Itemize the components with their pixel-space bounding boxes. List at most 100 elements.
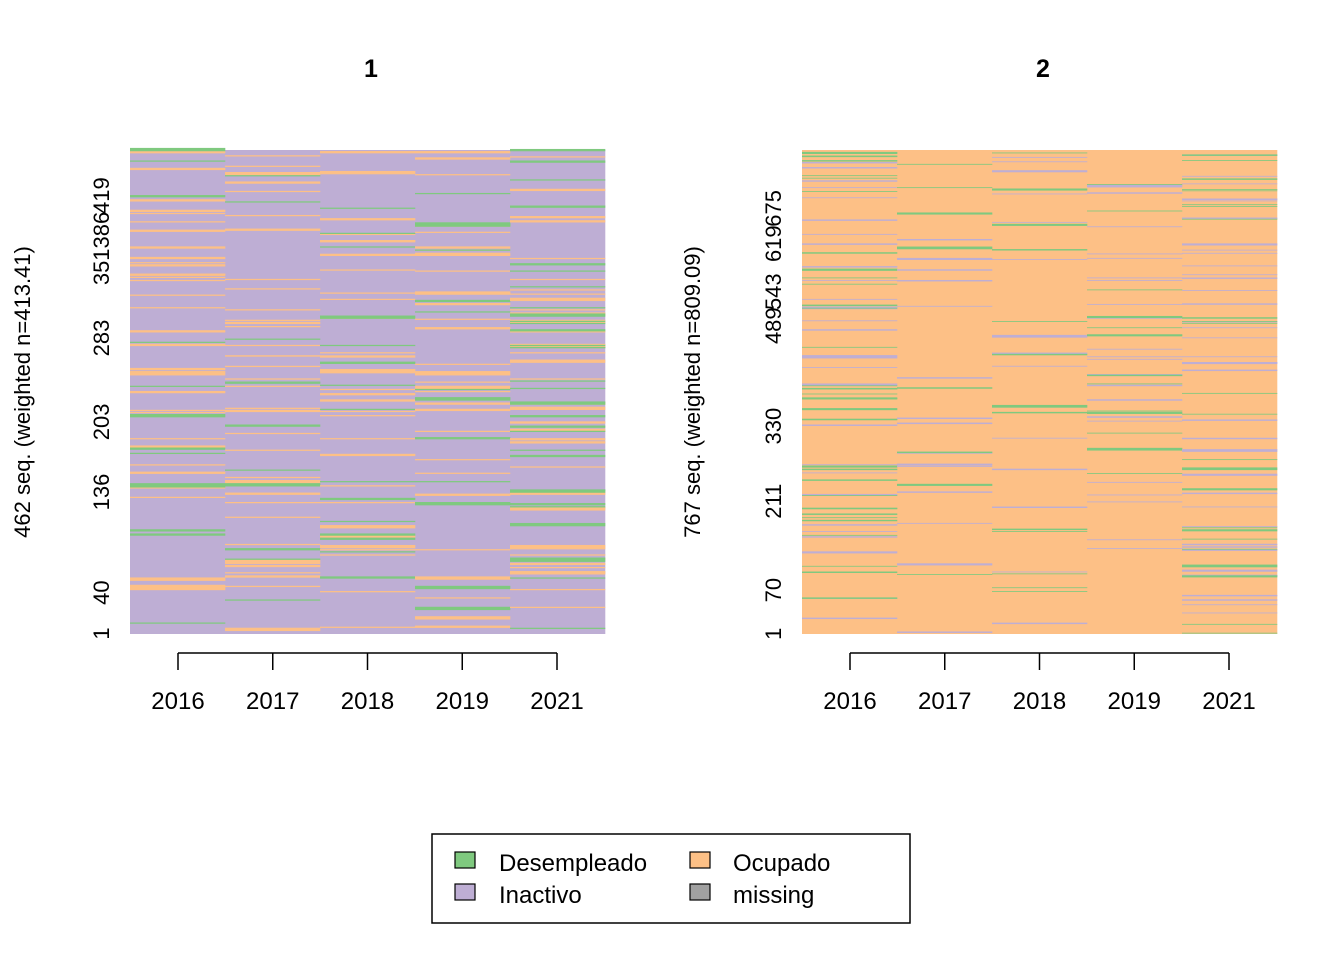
sequence-band-inactivo: [1087, 356, 1183, 358]
chart-title: 2: [1036, 55, 1050, 83]
sequence-band-ocupado: [130, 584, 226, 589]
sequence-band-desempleado: [320, 408, 416, 411]
sequence-band-inactivo: [897, 563, 993, 566]
sequence-band-ocupado: [320, 438, 416, 440]
sequence-band-desempleado: [320, 551, 416, 553]
sequence-band-ocupado: [320, 485, 416, 487]
sequence-band-ocupado: [415, 291, 511, 295]
sequence-band-inactivo: [1087, 277, 1183, 279]
sequence-band-inactivo: [1182, 198, 1278, 200]
sequence-band-inactivo: [1087, 548, 1183, 550]
sequence-band-inactivo: [802, 493, 898, 497]
legend: Desempleado Ocupado Inactivo missing: [431, 833, 911, 924]
sequence-band-inactivo: [992, 352, 1088, 355]
sequence-band-ocupado: [510, 220, 606, 223]
sequence-band-inactivo: [1182, 274, 1278, 276]
sequence-band-inactivo: [1087, 226, 1183, 228]
sequence-band-desempleado: [510, 627, 606, 629]
sequence-band-inactivo: [1182, 249, 1278, 251]
sequence-band-desempleado: [130, 533, 226, 536]
sequence-band-ocupado: [320, 591, 416, 593]
x-tick-label: 2018: [341, 688, 394, 715]
sequence-band-ocupado: [225, 172, 321, 176]
sequence-band-ocupado: [225, 278, 321, 281]
sequence-band-desempleado: [802, 534, 898, 536]
sequence-band-desempleado: [802, 252, 898, 254]
sequence-band-ocupado: [510, 588, 606, 591]
sequence-band-desempleado: [992, 152, 1088, 154]
sequence-band-desempleado: [510, 322, 606, 325]
sequence-band-inactivo: [802, 536, 898, 538]
sequence-band-inactivo: [1087, 416, 1183, 418]
sequence-band-ocupado: [510, 438, 606, 441]
sequence-band-desempleado: [510, 402, 606, 405]
sequence-band-ocupado: [225, 181, 321, 184]
y-tick-label: 136: [89, 474, 114, 511]
sequence-band-ocupado: [510, 321, 606, 324]
y-tick-label: 419: [89, 177, 114, 214]
sequence-band-ocupado: [130, 167, 226, 170]
sequence-band-desempleado: [1182, 321, 1278, 322]
x-tick-label: 2018: [1013, 688, 1066, 715]
sequence-band-desempleado: [802, 388, 898, 390]
sequence-band-desempleado: [510, 344, 606, 347]
sequence-band-ocupado: [415, 577, 511, 579]
y-tick-label: 619: [761, 225, 786, 262]
sequence-band-inactivo: [1182, 449, 1278, 452]
sequence-band-desempleado: [320, 533, 416, 536]
sequence-band-ocupado: [415, 597, 511, 599]
sequence-band-desempleado: [225, 599, 321, 601]
sequence-band-desempleado: [130, 341, 226, 343]
sequence-band-inactivo: [1182, 265, 1278, 267]
sequence-band-ocupado: [320, 292, 416, 294]
sequence-band-inactivo: [802, 531, 898, 532]
x-tick-label: 2017: [918, 688, 971, 715]
sequence-band-ocupado: [225, 165, 321, 167]
sequence-band-inactivo: [1087, 192, 1183, 194]
sequence-band-ocupado: [320, 368, 416, 374]
panel-1: 1 462 seq. (weighted n=413.41) 1 40 136 203…: [10, 55, 606, 715]
sequence-band-inactivo: [897, 466, 993, 467]
sequence-band-ocupado: [130, 487, 226, 489]
sequence-band-ocupado: [510, 216, 606, 219]
sequence-band-desempleado: [1182, 538, 1278, 540]
sequence-band-desempleado: [897, 212, 993, 215]
sequence-band-ocupado: [225, 407, 321, 409]
sequence-band-ocupado: [130, 246, 226, 249]
sequence-band-ocupado: [320, 218, 416, 221]
sequence-band-ocupado: [130, 273, 226, 276]
sequence-band-desempleado: [802, 468, 898, 471]
sequence-band-ocupado: [320, 173, 416, 175]
sequence-band-inactivo: [1182, 594, 1278, 597]
sequence-band-desempleado: [1182, 575, 1278, 578]
sequence-band-desempleado: [510, 430, 606, 433]
sequence-band-inactivo: [802, 383, 898, 386]
sequence-band-ocupado: [225, 562, 321, 565]
legend-swatch-ocupado: [689, 851, 711, 869]
sequence-band-desempleado: [130, 622, 226, 624]
sequence-band-desempleado: [225, 548, 321, 551]
sequence-band-inactivo: [1182, 526, 1278, 527]
sequence-band-ocupado: [415, 252, 511, 257]
sequence-band-desempleado: [1087, 210, 1183, 212]
sequence-band-desempleado: [510, 454, 606, 458]
sequence-band-desempleado: [320, 232, 416, 235]
sequence-band-inactivo: [1087, 348, 1183, 350]
sequence-band-inactivo: [992, 170, 1088, 173]
x-tick-label: 2019: [436, 688, 489, 715]
sequence-band-desempleado: [1182, 154, 1278, 156]
x-axis: 2016 2017 2018 2019 2021: [823, 652, 1256, 715]
sequence-band-inactivo: [802, 243, 898, 245]
sequence-band-desempleado: [415, 222, 511, 227]
sequence-band-desempleado: [130, 483, 226, 488]
y-tick-label: 211: [761, 484, 786, 519]
x-tick-label: 2016: [151, 688, 204, 715]
sequence-band-inactivo: [1182, 321, 1278, 323]
sequence-band-desempleado: [510, 329, 606, 332]
sequence-band-ocupado: [510, 554, 606, 556]
sequence-band-ocupado: [130, 199, 226, 202]
sequence-band-desempleado: [510, 415, 606, 418]
sequence-band-ocupado: [415, 174, 511, 176]
sequence-column-2018: [992, 150, 1088, 634]
x-tick-label: 2017: [246, 688, 299, 715]
